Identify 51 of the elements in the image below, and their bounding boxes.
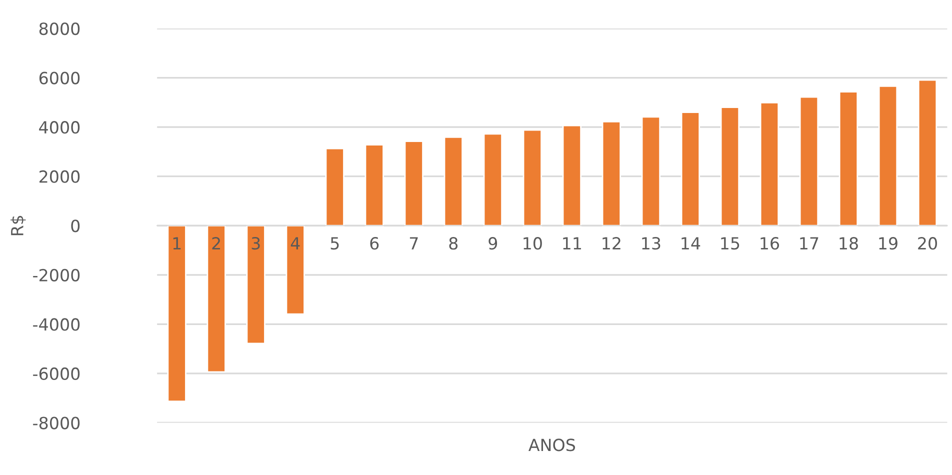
x-tick-label: 4	[290, 237, 300, 250]
bar	[720, 106, 740, 226]
bar	[522, 129, 542, 226]
y-tick-label: -2000	[33, 268, 80, 282]
x-tick-label: 6	[370, 237, 379, 250]
bar	[918, 79, 938, 226]
bar	[878, 85, 898, 226]
x-tick-label: 1	[173, 237, 181, 250]
x-tick-label: 2	[212, 237, 220, 250]
x-tick-label: 8	[449, 237, 458, 250]
bar	[838, 91, 858, 226]
x-tick-label: 15	[721, 237, 740, 250]
y-tick-label: -4000	[33, 318, 80, 331]
x-tick-label: 11	[563, 237, 581, 250]
x-tick-label: 5	[330, 237, 339, 250]
x-tick-label: 10	[524, 237, 542, 250]
bar	[602, 120, 622, 226]
bar	[799, 96, 819, 226]
x-tick-label: 14	[682, 237, 700, 250]
x-axis-title: ANOS	[528, 438, 576, 452]
x-tick-label: 7	[410, 237, 418, 250]
bar	[364, 144, 384, 226]
bar	[680, 112, 700, 226]
y-tick-label: 0	[71, 220, 80, 232]
bar	[483, 133, 502, 226]
x-tick-label: 13	[642, 237, 660, 250]
bar	[206, 224, 226, 373]
bar	[404, 140, 424, 226]
y-axis-title: R$	[10, 216, 26, 236]
bar	[760, 102, 780, 226]
bar	[325, 148, 344, 226]
x-tick-label: 12	[602, 237, 620, 250]
x-tick-label: 18	[840, 237, 858, 250]
y-tick-label: 4000	[39, 121, 80, 134]
bar	[286, 224, 305, 315]
y-tick-label: 2000	[39, 170, 80, 183]
x-tick-label: 19	[879, 237, 898, 250]
x-tick-label: 9	[488, 237, 498, 250]
y-tick-label: -6000	[33, 367, 80, 380]
y-tick-label: 8000	[39, 22, 80, 36]
bar	[641, 116, 661, 226]
y-tick-label: -8000	[33, 416, 80, 430]
bar	[444, 136, 463, 226]
x-tick-label: 17	[800, 237, 818, 250]
x-tick-label: 20	[918, 237, 937, 250]
bar	[562, 124, 582, 226]
bar	[167, 224, 186, 402]
bar	[246, 224, 266, 344]
x-tick-label: 3	[252, 237, 260, 250]
x-tick-label: 16	[760, 237, 780, 250]
y-tick-label: 6000	[39, 72, 80, 84]
